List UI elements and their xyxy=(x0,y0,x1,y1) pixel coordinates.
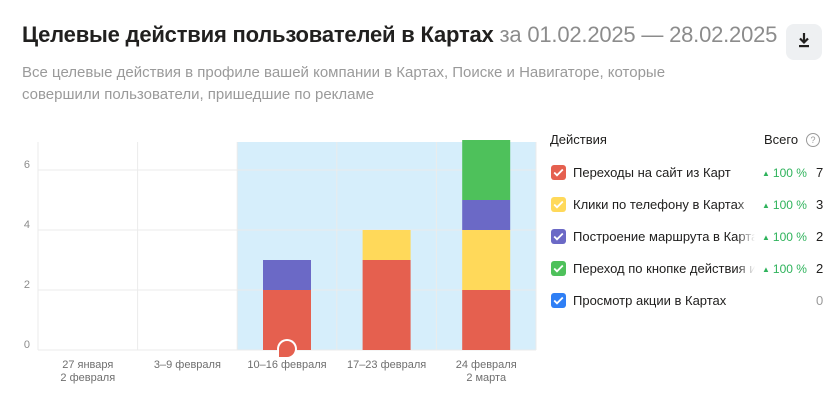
annotation-marker xyxy=(279,341,295,357)
legend-row-label: Переход по кнопке действия из Карт xyxy=(573,261,755,276)
legend-row-total: 7 xyxy=(816,165,824,180)
download-button[interactable] xyxy=(786,24,822,60)
x-tick-label: 2 февраля xyxy=(60,372,115,384)
legend-header: Действия Всего ? xyxy=(548,130,828,150)
trend-up-icon: ▲ xyxy=(762,169,770,178)
trend-up-icon: ▲ xyxy=(762,265,770,274)
x-tick-label: 17–23 февраля xyxy=(347,359,426,371)
legend-row-total: 0 xyxy=(816,293,824,308)
x-tick-label: 10–16 февраля xyxy=(247,359,326,371)
legend-row-label: Построение маршрута в Картах xyxy=(573,229,755,244)
trend-value: 100 % xyxy=(772,198,807,212)
legend-row-label: Переходы на сайт из Карт xyxy=(573,165,755,180)
y-tick-label: 0 xyxy=(24,339,30,351)
y-tick-label: 6 xyxy=(24,159,30,171)
page-title: Целевые действия пользователей в Картах … xyxy=(22,22,777,48)
trend-value: 100 % xyxy=(772,262,807,276)
bar-segment xyxy=(462,200,511,230)
legend-row-total: 2 xyxy=(816,229,824,244)
x-tick-label: 24 февраля xyxy=(456,359,517,371)
legend-row-total: 3 xyxy=(816,197,824,212)
checkbox-checked-icon[interactable] xyxy=(551,293,566,308)
bar-segment xyxy=(462,230,511,290)
page-subtitle: Все целевые действия в профиле вашей ком… xyxy=(22,64,666,103)
legend-row[interactable]: Построение маршрута в Картах ▲ 100 % 2 xyxy=(548,227,838,249)
legend-row[interactable]: Просмотр акции в Картах 0 xyxy=(548,291,838,313)
x-tick-label: 2 марта xyxy=(466,372,507,384)
checkbox-checked-icon[interactable] xyxy=(551,261,566,276)
download-icon xyxy=(797,32,811,53)
trend-up-badge: ▲ 100 % xyxy=(762,198,807,212)
legend-row[interactable]: Переход по кнопке действия из Карт ▲100 %… xyxy=(548,259,838,281)
x-tick-label: 27 января xyxy=(62,359,113,371)
legend-row[interactable]: Клики по телефону в Картах ▲ 100 % 3 xyxy=(548,195,838,217)
checkbox-checked-icon[interactable] xyxy=(551,229,566,244)
legend-row-label: Клики по телефону в Картах xyxy=(573,197,755,212)
bar-segment xyxy=(362,230,411,260)
legend-row-label: Просмотр акции в Картах xyxy=(573,293,755,308)
trend-value: 100 % xyxy=(772,166,807,180)
bar-segment xyxy=(462,140,511,200)
legend-row-total: 2 xyxy=(816,261,824,276)
trend-value: 100 % xyxy=(772,230,807,244)
checkbox-checked-icon[interactable] xyxy=(551,165,566,180)
legend-row[interactable]: Переходы на сайт из Карт ▲ 100 % 7 xyxy=(548,163,838,185)
legend-header-actions: Действия xyxy=(550,132,607,147)
bar-segment xyxy=(263,260,311,290)
help-icon[interactable]: ? xyxy=(806,133,820,147)
trend-up-icon: ▲ xyxy=(762,201,770,210)
bar-segment xyxy=(462,290,511,350)
x-tick-label: 3–9 февраля xyxy=(154,359,221,371)
title-text: Целевые действия пользователей в Картах xyxy=(22,22,494,47)
trend-up-badge: ▲ 100 % xyxy=(762,262,807,276)
y-tick-label: 2 xyxy=(24,279,30,291)
y-tick-label: 4 xyxy=(24,219,30,231)
trend-up-icon: ▲ xyxy=(762,233,770,242)
checkbox-checked-icon[interactable] xyxy=(551,197,566,212)
trend-up-badge: ▲ 100 % xyxy=(762,230,807,244)
period-text: за 01.02.2025 — 28.02.2025 xyxy=(499,22,778,47)
legend-header-total: Всего xyxy=(764,132,799,147)
trend-up-badge: ▲ 100 % xyxy=(762,166,807,180)
bar-segment xyxy=(362,260,411,350)
